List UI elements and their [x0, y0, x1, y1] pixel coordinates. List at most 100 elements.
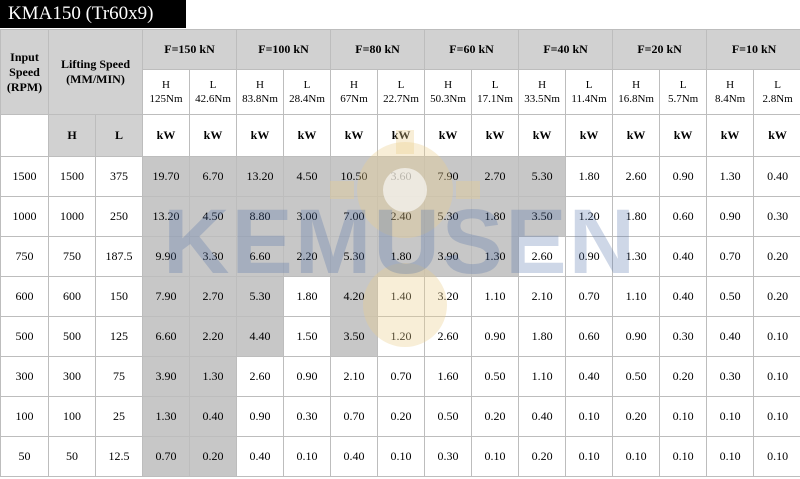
power-cell: 4.50	[188, 196, 238, 237]
rpm-unit-cell	[0, 114, 49, 157]
power-cell: 1.40	[377, 276, 426, 317]
power-cell: 1.30	[471, 236, 520, 277]
power-cell: 13.20	[142, 196, 190, 237]
torque-side-label: H	[726, 79, 735, 91]
torque-l-header: L 5.7Nm	[659, 69, 708, 115]
power-cell: 5.30	[330, 236, 379, 277]
power-cell: 9.90	[142, 236, 190, 277]
power-cell: 0.50	[471, 356, 520, 397]
power-cell: 0.70	[706, 236, 755, 277]
torque-h-header: H 16.8Nm	[612, 69, 661, 115]
kw-unit-header: kW	[377, 114, 426, 157]
load-header: F=60 kN	[424, 29, 520, 70]
power-cell: 6.60	[142, 316, 190, 357]
torque-value: 28.4Nm	[289, 93, 325, 105]
lift-h-header: H	[48, 114, 96, 157]
power-cell: 4.50	[283, 156, 332, 197]
torque-l-header: L 42.6Nm	[188, 69, 238, 115]
kw-unit-header: kW	[236, 114, 285, 157]
power-cell: 0.10	[706, 436, 755, 477]
power-cell: 5.30	[518, 156, 567, 197]
table-header: Input Speed (RPM) Lifting Speed (MM/MIN)…	[0, 29, 800, 157]
power-cell: 0.10	[659, 436, 708, 477]
power-cell: 0.30	[283, 396, 332, 437]
torque-value: 17.1Nm	[477, 93, 513, 105]
torque-h-header: H 50.3Nm	[424, 69, 473, 115]
table-body: 1500 1500 375 19.70 6.70 13.20 4.50 10.50 3.60 7.…	[0, 156, 800, 477]
table-row: 600 600 150 7.90 2.70 5.30 1.80 4.20 1.40 3.20 1.1…	[0, 276, 800, 317]
lift-l-cell: 375	[95, 156, 143, 197]
power-cell: 1.50	[283, 316, 332, 357]
power-cell: 0.70	[377, 356, 426, 397]
lift-h-cell: 500	[48, 316, 96, 357]
kw-unit-header: kW	[659, 114, 708, 157]
power-cell: 0.70	[330, 396, 379, 437]
torque-h-header: H 67Nm	[330, 69, 379, 115]
power-cell: 2.70	[188, 276, 238, 317]
torque-value: 42.6Nm	[195, 93, 231, 105]
load-header: F=150 kN	[141, 29, 238, 70]
torque-value: 11.4Nm	[571, 93, 607, 105]
power-cell: 2.60	[612, 156, 661, 197]
power-cell: 1.30	[612, 236, 661, 277]
power-cell: 1.80	[377, 236, 426, 277]
power-cell: 0.20	[518, 436, 567, 477]
lift-h-cell: 1500	[48, 156, 96, 197]
torque-side-label: L	[585, 79, 593, 91]
power-cell: 5.30	[236, 276, 285, 317]
power-cell: 0.40	[706, 316, 755, 357]
kw-unit-header: kW	[188, 114, 238, 157]
power-cell: 0.10	[471, 436, 520, 477]
torque-value: 33.5Nm	[524, 93, 560, 105]
input-speed-cell: 1000	[0, 196, 49, 237]
power-cell: 0.30	[424, 436, 473, 477]
load-header: F=40 kN	[518, 29, 614, 70]
power-cell: 1.30	[706, 156, 755, 197]
torque-side-label: L	[209, 79, 217, 91]
torque-h-header: H 125Nm	[142, 69, 190, 115]
torque-side-label: H	[162, 79, 170, 91]
torque-side-label: L	[397, 79, 405, 91]
lift-h-cell: 750	[48, 236, 96, 277]
power-cell: 0.10	[377, 436, 426, 477]
power-cell: 3.50	[330, 316, 379, 357]
torque-h-header: H 8.4Nm	[706, 69, 755, 115]
power-cell: 0.10	[753, 396, 800, 437]
torque-side-label: H	[538, 79, 547, 91]
power-cell: 10.50	[330, 156, 379, 197]
input-speed-cell: 300	[0, 356, 49, 397]
load-header: F=20 kN	[612, 29, 708, 70]
power-cell: 0.90	[565, 236, 614, 277]
torque-side-label: H	[632, 79, 641, 91]
power-cell: 7.90	[142, 276, 190, 317]
power-cell: 1.30	[142, 396, 190, 437]
power-cell: 2.40	[377, 196, 426, 237]
torque-l-header: L 22.7Nm	[377, 69, 426, 115]
table-row: 750 750 187.5 9.90 3.30 6.60 2.20 5.30 1.80 3.90 1…	[0, 236, 800, 277]
load-header: F=10 kN	[706, 29, 800, 70]
lift-l-cell: 250	[95, 196, 143, 237]
torque-l-header: L 11.4Nm	[565, 69, 614, 115]
torque-value: 8.4Nm	[714, 93, 746, 105]
power-cell: 0.40	[753, 156, 800, 197]
table-title: KMA150 (Tr60x9)	[0, 0, 186, 28]
power-cell: 0.10	[283, 436, 332, 477]
power-cell: 6.70	[188, 156, 238, 197]
power-cell: 0.50	[706, 276, 755, 317]
table-row: 1500 1500 375 19.70 6.70 13.20 4.50 10.50 3.60 7.…	[0, 156, 800, 197]
power-cell: 0.90	[659, 156, 708, 197]
power-cell: 0.40	[188, 396, 238, 437]
power-cell: 0.70	[565, 276, 614, 317]
power-cell: 0.50	[424, 396, 473, 437]
input-speed-cell: 500	[0, 316, 49, 357]
power-cell: 2.10	[330, 356, 379, 397]
input-speed-cell: 1500	[0, 156, 49, 197]
torque-value: 2.8Nm	[762, 93, 793, 105]
lift-l-cell: 25	[95, 396, 143, 437]
input-speed-cell: 50	[0, 436, 49, 477]
power-cell: 3.90	[424, 236, 473, 277]
lift-h-cell: 100	[48, 396, 96, 437]
power-cell: 0.20	[753, 236, 800, 277]
power-cell: 1.80	[518, 316, 567, 357]
power-cell: 19.70	[142, 156, 190, 197]
